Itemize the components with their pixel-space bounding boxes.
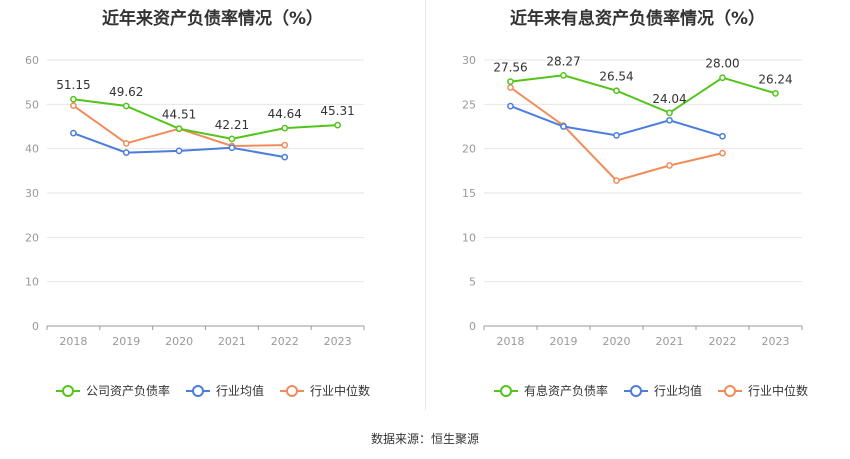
- y-tick-label: 50: [25, 98, 39, 111]
- data-point: [560, 71, 567, 79]
- data-point: [507, 84, 514, 91]
- data-label: 51.15: [56, 78, 90, 92]
- y-tick-label: 60: [25, 54, 39, 67]
- data-point: [122, 149, 130, 157]
- debt-ratio-chart: 0 10 20 30 40 50 60 2018 2019 2020 2021 2022 2023 51.…: [25, 54, 370, 398]
- data-label: 26.54: [599, 70, 633, 84]
- data-point: [281, 141, 289, 149]
- y-tick-label: 20: [462, 143, 476, 156]
- data-point: [175, 147, 183, 155]
- data-point: [70, 95, 77, 103]
- data-point: [334, 121, 341, 129]
- data-point: [70, 129, 77, 137]
- panel-divider: [425, 0, 426, 410]
- data-point: [228, 135, 236, 143]
- data-label: 49.62: [109, 85, 143, 99]
- data-point: [507, 78, 514, 85]
- legend-label: 行业中位数: [748, 383, 808, 398]
- data-label: 45.31: [320, 104, 354, 118]
- legend-label: 行业均值: [654, 383, 702, 398]
- data-point: [613, 132, 620, 139]
- data-point: [719, 132, 726, 140]
- data-point: [70, 102, 77, 110]
- data-label: 44.51: [162, 108, 196, 122]
- x-tick-label: 2023: [762, 335, 790, 348]
- x-tick-label: 2020: [165, 335, 193, 348]
- data-point: [613, 87, 620, 95]
- chart-panel-debt-ratio: 近年来资产负债率情况（%） 0 10 20 30 40 50 60 2018 2019 2020 2…: [0, 0, 425, 410]
- y-tick-label: 30: [25, 187, 39, 200]
- data-label: 28.00: [705, 57, 739, 71]
- x-tick-label: 2018: [497, 335, 525, 348]
- data-label: 26.24: [758, 72, 792, 86]
- x-tick-label: 2018: [59, 335, 87, 348]
- legend-marker: [500, 385, 512, 397]
- y-tick-label: 30: [462, 54, 476, 67]
- data-point: [666, 116, 673, 124]
- y-tick-label: 40: [25, 143, 39, 156]
- data-point: [507, 102, 514, 110]
- y-tick-label: 0: [32, 320, 39, 333]
- x-tick-label: 2021: [218, 335, 246, 348]
- x-tick-label: 2022: [709, 335, 737, 348]
- y-tick-label: 0: [469, 320, 476, 333]
- legend-marker: [724, 385, 736, 397]
- data-point: [281, 153, 289, 161]
- legend-label: 行业均值: [216, 383, 264, 398]
- interest-debt-ratio-chart: 0 5 10 15 20 25 30 2018 2019 2020 2021 2022 2023 27.5…: [462, 54, 808, 398]
- legend-marker: [630, 385, 642, 397]
- x-tick-label: 2021: [656, 335, 684, 348]
- chart-panel-interest-debt-ratio: 近年来有息资产负债率情况（%） 0 5 10 15 20 25 30 2018 2019 2020…: [425, 0, 850, 410]
- legend-label: 公司资产负债率: [86, 383, 170, 398]
- x-tick-label: 2023: [324, 335, 352, 348]
- x-tick-label: 2019: [550, 335, 578, 348]
- y-tick-label: 20: [25, 231, 39, 244]
- data-label: 44.64: [268, 107, 302, 121]
- data-point: [122, 139, 130, 147]
- x-tick-label: 2022: [271, 335, 299, 348]
- data-point: [772, 89, 779, 97]
- data-point: [281, 124, 289, 132]
- data-point: [719, 74, 726, 82]
- x-tick-label: 2020: [603, 335, 631, 348]
- y-tick-label: 10: [462, 231, 476, 244]
- data-label: 28.27: [546, 54, 580, 68]
- data-source-note: 数据来源：恒生聚源: [370, 432, 479, 446]
- series-line: [73, 98, 338, 140]
- x-tick-label: 2019: [112, 335, 140, 348]
- legend-label: 行业中位数: [310, 383, 370, 398]
- legend-marker: [192, 385, 204, 397]
- data-point: [719, 149, 726, 157]
- legend-marker: [286, 385, 298, 397]
- data-point: [666, 162, 673, 169]
- y-tick-label: 5: [469, 276, 476, 289]
- data-label: 42.21: [215, 118, 249, 132]
- data-point: [228, 144, 236, 152]
- data-label: 24.04: [652, 92, 686, 106]
- data-label: 27.56: [493, 61, 527, 75]
- y-tick-label: 25: [462, 98, 476, 111]
- chart-title: 近年来资产负债率情况（%）: [101, 9, 324, 29]
- y-tick-label: 15: [462, 187, 476, 200]
- data-point: [666, 109, 673, 117]
- data-point: [613, 177, 620, 184]
- series-line: [510, 74, 776, 114]
- y-tick-label: 10: [25, 276, 39, 289]
- legend-marker: [62, 385, 74, 397]
- data-point: [175, 125, 183, 133]
- legend-label: 有息资产负债率: [524, 383, 608, 398]
- data-point: [560, 123, 567, 130]
- chart-title: 近年来有息资产负债率情况（%）: [509, 9, 766, 29]
- data-point: [122, 102, 130, 110]
